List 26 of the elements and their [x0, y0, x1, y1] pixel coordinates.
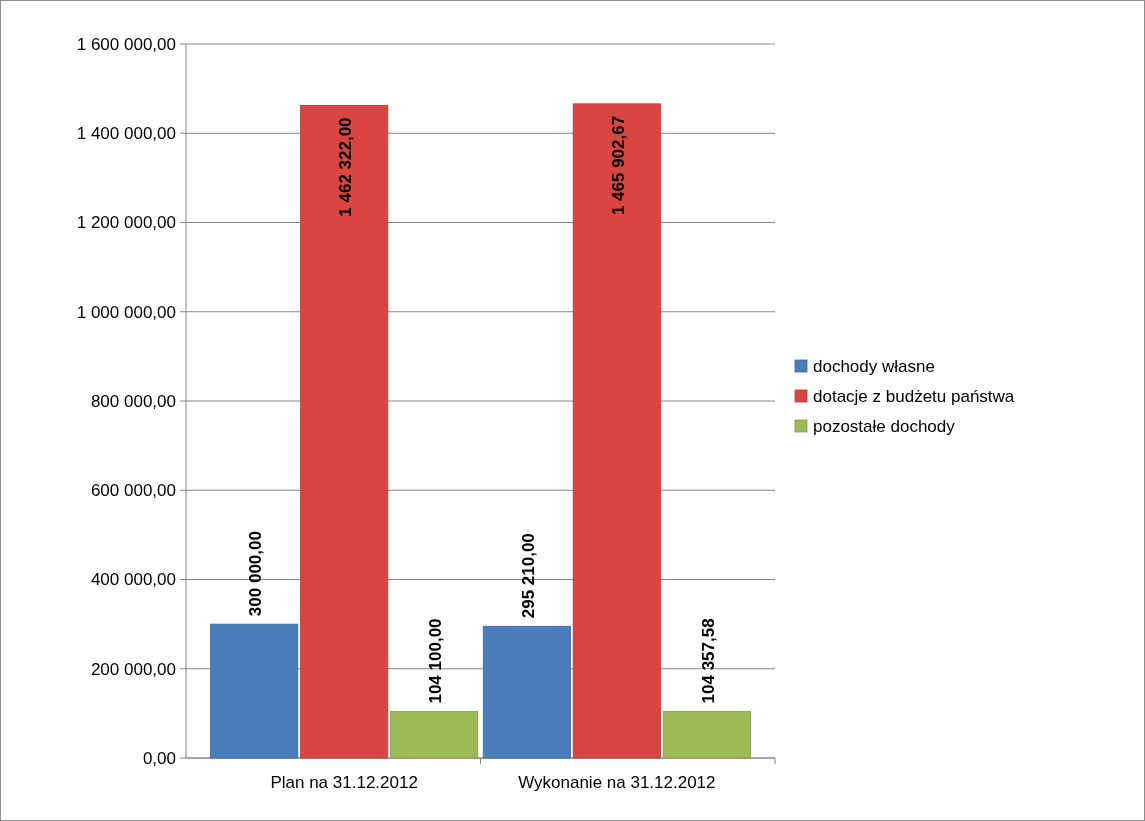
y-tick-label: 0,00: [142, 748, 176, 768]
x-tick-label: Wykonanie na 31.12.2012: [518, 773, 716, 792]
y-tick-label: 1 200 000,00: [76, 213, 176, 233]
legend-label: dochody własne: [813, 356, 935, 376]
x-tick-label: Plan na 31.12.2012: [270, 773, 418, 792]
data-label: 104 357,58: [698, 618, 718, 704]
y-tick-label: 600 000,00: [90, 481, 176, 501]
data-label: 300 000,00: [246, 531, 266, 617]
y-tick-label: 1 000 000,00: [76, 302, 176, 322]
bar: [300, 105, 389, 759]
y-tick-label: 400 000,00: [90, 570, 176, 590]
legend-label: pozostałe dochody: [813, 416, 956, 436]
y-tick-label: 1 400 000,00: [76, 124, 176, 144]
data-label: 295 210,00: [518, 533, 538, 619]
bar: [662, 711, 751, 759]
y-tick-label: 200 000,00: [90, 659, 176, 679]
data-label: 1 465 902,67: [608, 115, 628, 216]
bar: [390, 711, 479, 759]
legend-label: dotacje z budżetu państwa: [813, 386, 1015, 406]
data-label: 104 100,00: [426, 618, 446, 704]
bar: [482, 625, 571, 759]
y-tick-label: 1 600 000,00: [76, 34, 176, 54]
data-label: 1 462 322,00: [336, 117, 356, 217]
bar: [210, 623, 299, 759]
bar: [572, 103, 661, 759]
y-tick-label: 800 000,00: [90, 391, 176, 411]
